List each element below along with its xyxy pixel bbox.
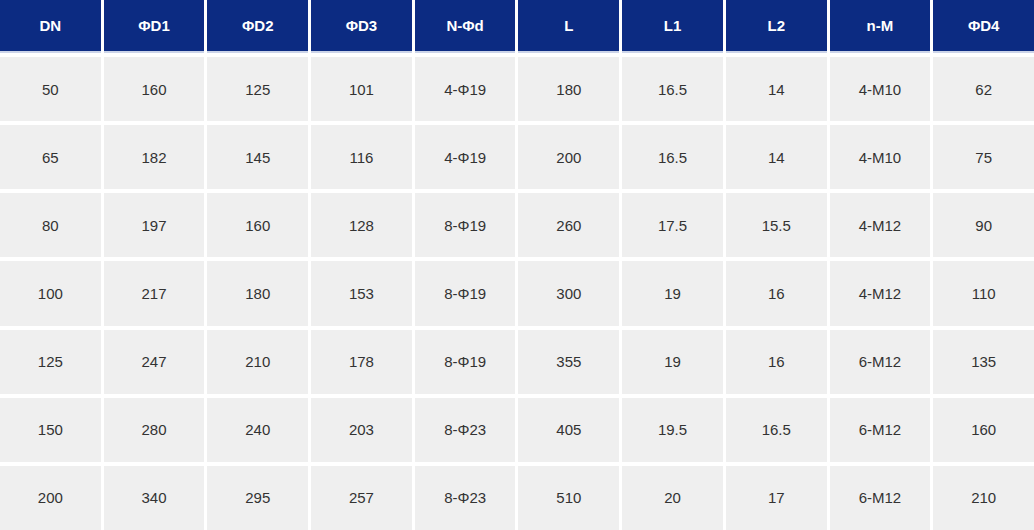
table-cell: 16.5 xyxy=(622,57,723,121)
table-cell: 178 xyxy=(311,330,412,394)
table-cell: 135 xyxy=(933,330,1034,394)
table-cell: 17 xyxy=(726,466,827,530)
table-cell: 182 xyxy=(104,125,205,189)
column-header: n-M xyxy=(830,0,931,53)
table-cell: 80 xyxy=(0,193,101,257)
column-header: ΦD2 xyxy=(207,0,308,53)
table-cell: 260 xyxy=(518,193,619,257)
table-cell: 19 xyxy=(622,261,723,325)
table-cell: 210 xyxy=(207,330,308,394)
table-cell: 160 xyxy=(104,57,205,121)
table-cell: 125 xyxy=(0,330,101,394)
table-cell: 75 xyxy=(933,125,1034,189)
table-cell: 355 xyxy=(518,330,619,394)
column-header: L2 xyxy=(726,0,827,53)
table-cell: 4-M10 xyxy=(830,125,931,189)
column-header: L1 xyxy=(622,0,723,53)
table-cell: 300 xyxy=(518,261,619,325)
table-cell: 153 xyxy=(311,261,412,325)
table-cell: 160 xyxy=(207,193,308,257)
table-cell: 180 xyxy=(207,261,308,325)
table-cell: 100 xyxy=(0,261,101,325)
table-cell: 16.5 xyxy=(726,398,827,462)
table-cell: 4-Φ19 xyxy=(415,125,516,189)
table-cell: 6-M12 xyxy=(830,398,931,462)
spec-table: DNΦD1ΦD2ΦD3N-ΦdLL1L2n-MΦD4501601251014-Φ… xyxy=(0,0,1034,530)
table-cell: 180 xyxy=(518,57,619,121)
table-cell: 50 xyxy=(0,57,101,121)
column-header: ΦD1 xyxy=(104,0,205,53)
table-cell: 125 xyxy=(207,57,308,121)
table-cell: 6-M12 xyxy=(830,330,931,394)
table-cell: 19.5 xyxy=(622,398,723,462)
table-cell: 110 xyxy=(933,261,1034,325)
table-cell: 4-Φ19 xyxy=(415,57,516,121)
table-cell: 128 xyxy=(311,193,412,257)
column-header: DN xyxy=(0,0,101,53)
table-cell: 197 xyxy=(104,193,205,257)
column-header: L xyxy=(518,0,619,53)
table-cell: 15.5 xyxy=(726,193,827,257)
table-cell: 4-M10 xyxy=(830,57,931,121)
table-cell: 340 xyxy=(104,466,205,530)
table-cell: 200 xyxy=(0,466,101,530)
table-cell: 8-Φ19 xyxy=(415,330,516,394)
table-cell: 150 xyxy=(0,398,101,462)
table-cell: 101 xyxy=(311,57,412,121)
table-cell: 14 xyxy=(726,125,827,189)
column-header: N-Φd xyxy=(415,0,516,53)
table-cell: 160 xyxy=(933,398,1034,462)
table-cell: 14 xyxy=(726,57,827,121)
table-cell: 203 xyxy=(311,398,412,462)
table-cell: 17.5 xyxy=(622,193,723,257)
table-cell: 116 xyxy=(311,125,412,189)
column-header: ΦD3 xyxy=(311,0,412,53)
table-cell: 16 xyxy=(726,261,827,325)
column-header: ΦD4 xyxy=(933,0,1034,53)
table-cell: 4-M12 xyxy=(830,261,931,325)
table-cell: 90 xyxy=(933,193,1034,257)
table-cell: 4-M12 xyxy=(830,193,931,257)
table-cell: 16 xyxy=(726,330,827,394)
table-cell: 8-Φ19 xyxy=(415,261,516,325)
table-cell: 20 xyxy=(622,466,723,530)
table-cell: 240 xyxy=(207,398,308,462)
table-cell: 200 xyxy=(518,125,619,189)
table-cell: 510 xyxy=(518,466,619,530)
table-cell: 247 xyxy=(104,330,205,394)
table-cell: 8-Φ23 xyxy=(415,466,516,530)
table-cell: 19 xyxy=(622,330,723,394)
table-cell: 217 xyxy=(104,261,205,325)
table-cell: 210 xyxy=(933,466,1034,530)
table-cell: 8-Φ23 xyxy=(415,398,516,462)
table-cell: 65 xyxy=(0,125,101,189)
table-cell: 16.5 xyxy=(622,125,723,189)
table-cell: 62 xyxy=(933,57,1034,121)
table-cell: 295 xyxy=(207,466,308,530)
table-cell: 280 xyxy=(104,398,205,462)
table-cell: 405 xyxy=(518,398,619,462)
table-cell: 145 xyxy=(207,125,308,189)
table-cell: 257 xyxy=(311,466,412,530)
table-cell: 8-Φ19 xyxy=(415,193,516,257)
table-cell: 6-M12 xyxy=(830,466,931,530)
